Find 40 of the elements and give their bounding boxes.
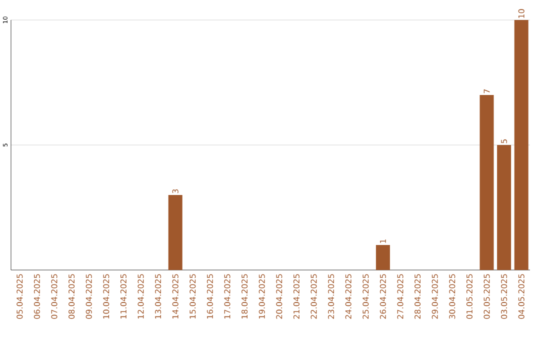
x-tick-label: 11.04.2025 [120,274,126,318]
x-tick-label: 21.04.2025 [293,274,300,319]
x-tick-label: 18.04.2025 [242,274,248,318]
x-tick-label: 14.04.2025 [172,274,178,318]
x-tick-label: 06.04.2025 [34,274,40,319]
x-tick-label: 16.04.2025 [206,274,213,318]
data-label: 3 [172,189,178,194]
x-tick-label: 10.04.2025 [103,274,110,318]
x-tick-label: 28.04.2025 [414,274,421,319]
x-tick-label: 27.04.2025 [397,274,404,319]
x-tick-label: 22.04.2025 [310,274,317,319]
x-tick-label: 17.04.2025 [224,274,230,318]
data-label: 1 [380,239,386,243]
x-tick-label: 02.05.2025 [484,274,490,319]
bar [480,94,494,270]
x-tick-label: 03.05.2025 [501,274,508,319]
bar [514,20,528,270]
bar [168,195,182,270]
data-label: 10 [518,9,524,18]
x-tick-label: 12.04.2025 [138,274,144,318]
x-tick-label: 08.04.2025 [68,274,75,319]
data-label: 5 [501,139,508,144]
x-tick-label: 29.04.2025 [432,274,438,319]
x-tick-label: 25.04.2025 [362,274,369,319]
x-tick-label: 04.05.2025 [518,274,524,319]
x-tick-label: 05.04.2025 [16,274,23,319]
x-tick-label: 20.04.2025 [276,274,282,319]
x-tick-label: 07.04.2025 [51,274,58,319]
x-tick-label: 26.04.2025 [380,274,386,319]
data-label: 7 [484,89,490,94]
bar [497,145,512,270]
x-tick-label: 30.04.2025 [449,274,456,319]
x-tick-label: 19.04.2025 [258,274,265,318]
x-tick-label: 15.04.2025 [190,274,196,318]
x-tick-label: 23.04.2025 [328,274,334,319]
x-tick-label: 24.04.2025 [345,274,352,319]
x-tick-label: 01.05.2025 [466,274,472,319]
x-tick-label: 09.04.2025 [86,274,92,319]
x-tick-label: 13.04.2025 [155,274,162,318]
bar [376,245,390,270]
